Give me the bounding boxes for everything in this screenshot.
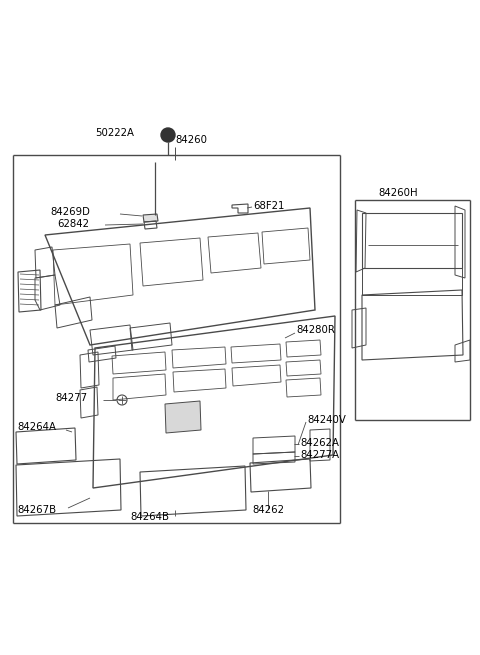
Text: 84262: 84262 [252, 505, 284, 515]
Text: 84269D: 84269D [50, 207, 90, 217]
Text: 84264A: 84264A [17, 422, 56, 432]
Text: 84264B: 84264B [130, 512, 169, 522]
Text: 62842: 62842 [57, 219, 89, 229]
Text: 68F21: 68F21 [253, 201, 284, 211]
Text: 50222A: 50222A [95, 128, 134, 138]
Text: 84262A: 84262A [300, 438, 339, 448]
Polygon shape [165, 401, 201, 433]
Text: 84277A: 84277A [300, 450, 339, 460]
Text: 84280R: 84280R [296, 325, 335, 335]
Polygon shape [143, 214, 158, 222]
Text: 84277: 84277 [55, 393, 87, 403]
Circle shape [161, 128, 175, 142]
Text: 84260H: 84260H [378, 188, 418, 198]
Text: 84267B: 84267B [17, 505, 56, 515]
Text: 84260: 84260 [175, 135, 207, 145]
Text: 84240V: 84240V [307, 415, 346, 425]
